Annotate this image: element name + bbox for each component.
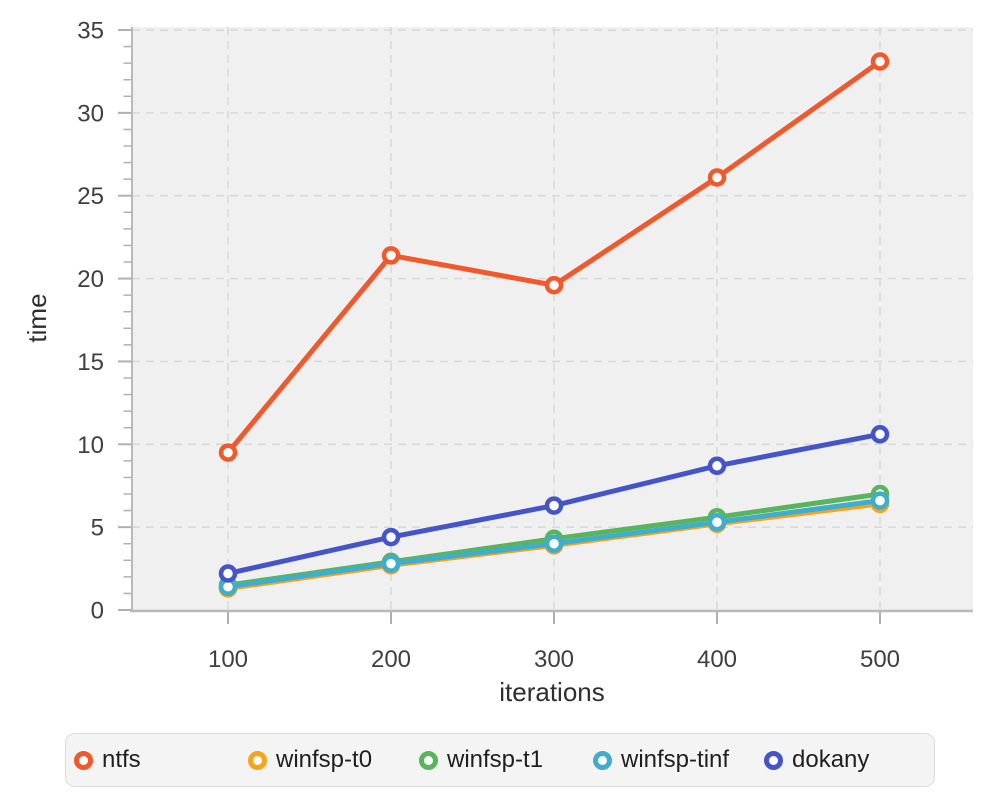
x-tick-label-200: 200 — [371, 646, 411, 673]
line-chart: 0 5 10 15 20 25 30 35 100 200 300 400 500 time itera… — [22, 18, 973, 707]
legend-item-winfsp-t1[interactable]: winfsp-t1 — [419, 734, 543, 786]
legend-swatch-icon — [419, 750, 438, 770]
x-axis-title: iterations — [499, 677, 605, 707]
x-tick-label-500: 500 — [860, 646, 900, 673]
y-tick-label-0: 0 — [91, 598, 104, 625]
series-marker-dokany-200 — [381, 527, 401, 547]
x-tick-label-100: 100 — [208, 646, 248, 673]
legend-item-label: winfsp-t0 — [276, 746, 373, 773]
series-marker-ntfs-200 — [381, 246, 401, 265]
x-tick-label-300: 300 — [534, 646, 574, 673]
series-marker-winfsp-tinf-500 — [870, 491, 890, 510]
series-marker-dokany-100 — [218, 564, 238, 583]
series-marker-winfsp-tinf-400 — [707, 512, 727, 532]
y-tick-label-25: 25 — [77, 183, 104, 210]
y-tick-label-15: 15 — [77, 349, 104, 376]
series-marker-winfsp-tinf-200 — [381, 554, 401, 573]
series-marker-winfsp-tinf-300 — [544, 534, 564, 553]
y-tick-label-35: 35 — [77, 18, 104, 45]
legend-swatch-icon — [593, 750, 612, 770]
legend-item-winfsp-tinf[interactable]: winfsp-tinf — [593, 734, 729, 786]
legend-swatch-icon — [764, 750, 783, 770]
legend-swatch-icon — [74, 750, 93, 770]
y-tick-label-10: 10 — [77, 432, 104, 459]
legend: ntfs winfsp-t0 winfsp-t1 winfsp-tinf dokany — [65, 733, 935, 787]
series-marker-ntfs-500 — [870, 52, 890, 71]
series-marker-ntfs-300 — [544, 275, 564, 295]
legend-item-label: winfsp-t1 — [447, 746, 544, 773]
plot-area-background — [132, 27, 973, 610]
series-marker-dokany-500 — [870, 425, 890, 444]
legend-swatch-icon — [248, 750, 267, 770]
legend-item-label: ntfs — [102, 746, 141, 773]
series-marker-ntfs-100 — [218, 443, 238, 462]
legend-item-dokany[interactable]: dokany — [764, 734, 869, 786]
legend-item-winfsp-t0[interactable]: winfsp-t0 — [248, 734, 372, 786]
series-marker-dokany-400 — [707, 456, 727, 476]
legend-item-ntfs[interactable]: ntfs — [74, 734, 141, 786]
series-marker-dokany-300 — [544, 496, 564, 515]
y-tick-label-20: 20 — [77, 266, 104, 293]
legend-item-label: dokany — [792, 746, 870, 773]
y-tick-label-5: 5 — [91, 515, 104, 542]
legend-item-label: winfsp-tinf — [621, 746, 730, 773]
y-axis-title: time — [22, 293, 52, 342]
series-marker-ntfs-400 — [707, 168, 727, 187]
x-tick-label-400: 400 — [697, 646, 737, 673]
y-tick-label-30: 30 — [77, 100, 104, 127]
